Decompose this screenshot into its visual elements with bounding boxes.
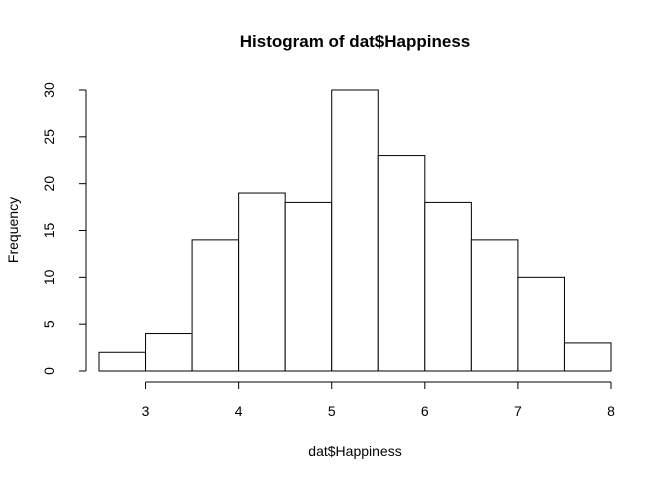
bar-10: [563, 342, 612, 372]
bar-4: [284, 201, 333, 372]
bar-0: [98, 351, 147, 372]
y-tick-label-20: 20: [41, 176, 57, 192]
y-tick-label-15: 15: [41, 223, 57, 239]
x-tick-label-4: 4: [235, 403, 243, 419]
bar-6: [377, 155, 426, 372]
bars-group: [98, 89, 612, 372]
bar-9: [517, 276, 565, 372]
x-tick-label-7: 7: [514, 403, 522, 419]
y-tick-label-0: 0: [41, 367, 57, 375]
x-tick-label-3: 3: [142, 403, 150, 419]
y-tick-label-30: 30: [41, 82, 57, 98]
chart-title: Histogram of dat$Happiness: [240, 32, 471, 51]
x-axis-label: dat$Happiness: [308, 443, 401, 459]
x-tick-label-5: 5: [328, 403, 336, 419]
y-tick-label-5: 5: [41, 320, 57, 328]
bar-5: [331, 89, 379, 372]
bar-2: [191, 239, 240, 372]
y-tick-label-10: 10: [41, 269, 57, 285]
x-tick-label-8: 8: [607, 403, 615, 419]
y-axis: 0 5 10 15 20 25 30: [41, 82, 87, 375]
bar-7: [424, 201, 472, 372]
y-tick-label-25: 25: [41, 129, 57, 145]
y-axis-label: Frequency: [5, 197, 21, 263]
bar-3: [238, 192, 286, 372]
bar-8: [470, 239, 519, 372]
bar-1: [145, 333, 193, 372]
x-tick-label-6: 6: [421, 403, 429, 419]
x-axis: 3 4 5 6 7 8: [142, 381, 615, 419]
